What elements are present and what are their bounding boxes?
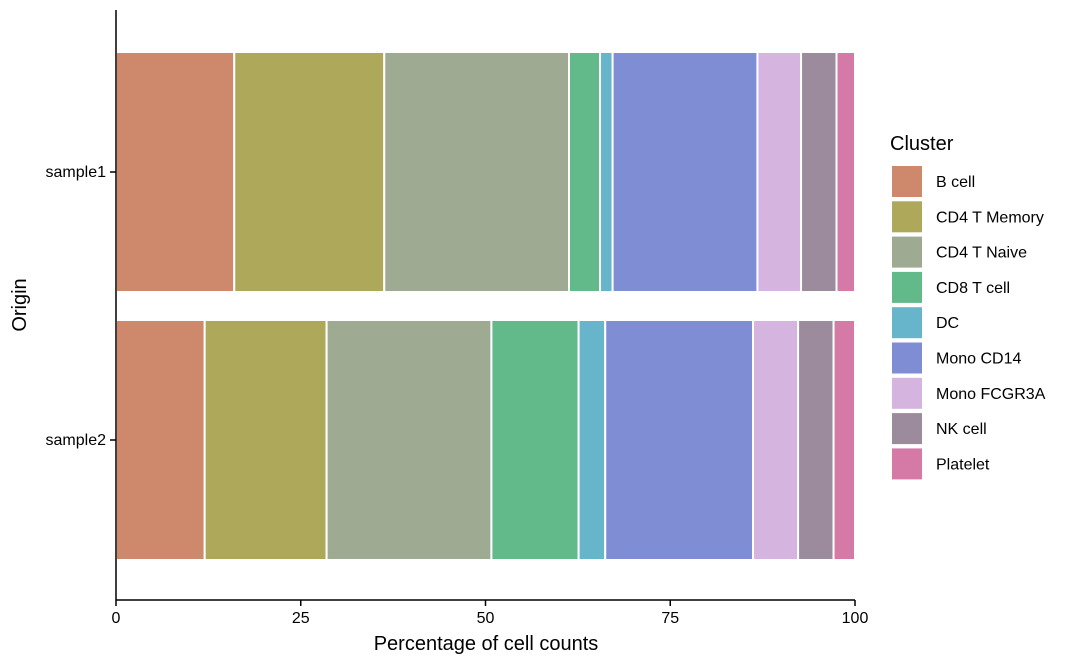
bar-sample1-cd4-t-naive bbox=[383, 51, 571, 293]
x-tick-label: 0 bbox=[112, 610, 121, 627]
x-ticks-layer: 0 25 50 75 100 bbox=[112, 600, 869, 627]
legend-label: NK cell bbox=[936, 421, 987, 438]
legend-label: DC bbox=[936, 315, 959, 332]
legend-title: Cluster bbox=[890, 133, 954, 155]
legend-label: CD4 T Naive bbox=[936, 245, 1027, 262]
legend-label: CD8 T cell bbox=[936, 280, 1010, 297]
y-tick-label: sample1 bbox=[46, 164, 107, 181]
bar-sample1-nk-cell bbox=[800, 51, 838, 293]
legend-swatch bbox=[892, 448, 922, 480]
legend-label: Platelet bbox=[936, 456, 990, 473]
bar-sample2-mono-fcgr3a bbox=[752, 319, 800, 561]
bar-sample2-mono-cd14 bbox=[604, 319, 755, 561]
x-tick-label: 100 bbox=[842, 610, 869, 627]
legend: Cluster B cell CD4 T Memory CD4 T Naive CD8… bbox=[890, 133, 1046, 480]
bar-sample2-cd4-t-naive bbox=[325, 319, 493, 561]
legend-swatch bbox=[892, 166, 922, 197]
bar-sample1-cd8-t-cell bbox=[568, 51, 602, 293]
bars-layer bbox=[115, 51, 857, 561]
legend-swatch bbox=[892, 377, 922, 409]
legend-swatch bbox=[892, 271, 922, 303]
x-axis-title: Percentage of cell counts bbox=[374, 633, 599, 655]
bar-sample2-nk-cell bbox=[797, 319, 835, 561]
bar-sample1-mono-cd14 bbox=[611, 51, 759, 293]
bar-sample2-dc bbox=[577, 319, 607, 561]
legend-items: B cell CD4 T Memory CD4 T Naive CD8 T cell D… bbox=[892, 166, 1046, 480]
bar-sample1-b-cell bbox=[115, 51, 236, 293]
legend-swatch bbox=[892, 201, 922, 233]
legend-label: Mono CD14 bbox=[936, 351, 1021, 368]
y-tick-label: sample2 bbox=[46, 432, 107, 449]
bar-sample2-b-cell bbox=[115, 319, 206, 561]
bar-sample1-mono-fcgr3a bbox=[756, 51, 803, 293]
bar-sample2-cd4-t-memory bbox=[203, 319, 328, 561]
y-ticks-layer: sample1 sample2 bbox=[46, 164, 116, 449]
bar-sample2-platelet bbox=[832, 319, 856, 561]
bar-sample1-platelet bbox=[835, 51, 857, 293]
legend-label: Mono FCGR3A bbox=[936, 386, 1046, 403]
legend-swatch bbox=[892, 307, 922, 339]
x-tick-label: 75 bbox=[661, 610, 679, 627]
x-tick-label: 50 bbox=[477, 610, 495, 627]
legend-swatch bbox=[892, 236, 922, 268]
y-axis-title: Origin bbox=[9, 278, 31, 331]
legend-swatch bbox=[892, 413, 922, 445]
bar-sample2-cd8-t-cell bbox=[490, 319, 580, 561]
legend-label: B cell bbox=[936, 174, 975, 191]
legend-label: CD4 T Memory bbox=[936, 209, 1044, 226]
bar-sample1-cd4-t-memory bbox=[233, 51, 386, 293]
bar-sample1-dc bbox=[599, 51, 614, 293]
x-tick-label: 25 bbox=[292, 610, 310, 627]
legend-swatch bbox=[892, 342, 922, 374]
